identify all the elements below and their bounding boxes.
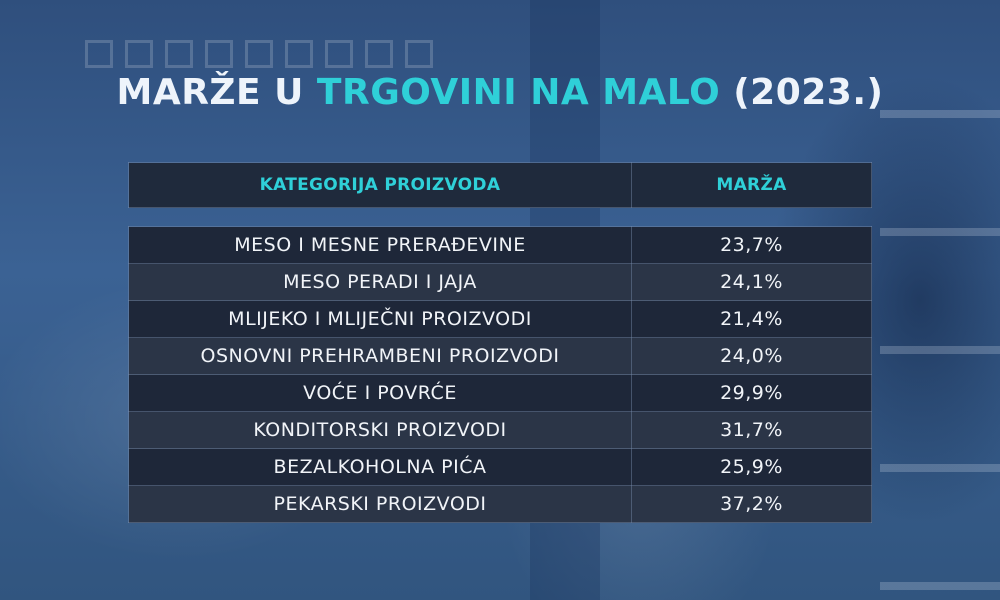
category-cell: MLIJEKO I MLIJEČNI PROIZVODI <box>127 300 633 338</box>
title-part1: MARŽE U <box>116 72 317 113</box>
category-cell: BEZALKOHOLNA PIĆA <box>127 448 633 486</box>
table-row: PEKARSKI PROIZVODI 37,2% <box>127 485 872 523</box>
title-accent: TRGOVINI NA MALO <box>316 72 721 113</box>
margin-cell: 31,7% <box>631 411 872 449</box>
margin-cell: 24,1% <box>631 263 872 301</box>
table-row: BEZALKOHOLNA PIĆA 25,9% <box>127 448 872 486</box>
table-row: MESO I MESNE PRERAĐEVINE 23,7% <box>127 226 872 264</box>
table-row: MESO PERADI I JAJA 24,1% <box>127 263 872 301</box>
category-cell: MESO I MESNE PRERAĐEVINE <box>127 226 633 264</box>
table-row: KONDITORSKI PROIZVODI 31,7% <box>127 411 872 449</box>
background-squares <box>85 40 433 68</box>
page-title: MARŽE U TRGOVINI NA MALO (2023.) <box>0 72 1000 113</box>
table-row: MLIJEKO I MLIJEČNI PROIZVODI 21,4% <box>127 300 872 338</box>
margin-cell: 21,4% <box>631 300 872 338</box>
category-cell: PEKARSKI PROIZVODI <box>127 485 633 523</box>
margin-cell: 29,9% <box>631 374 872 412</box>
category-cell: VOĆE I POVRĆE <box>127 374 633 412</box>
margin-cell: 25,9% <box>631 448 872 486</box>
title-part2: (2023.) <box>720 72 884 113</box>
category-cell: MESO PERADI I JAJA <box>127 263 633 301</box>
header-category: KATEGORIJA PROIZVODA <box>128 162 632 208</box>
margin-cell: 24,0% <box>631 337 872 375</box>
category-cell: KONDITORSKI PROIZVODI <box>127 411 633 449</box>
category-cell: OSNOVNI PREHRAMBENI PROIZVODI <box>127 337 633 375</box>
margin-cell: 37,2% <box>631 485 872 523</box>
header-margin: MARŽA <box>630 162 873 208</box>
table-header: KATEGORIJA PROIZVODA MARŽA <box>128 162 873 208</box>
margin-table: MESO I MESNE PRERAĐEVINE 23,7% MESO PERADI… <box>127 226 872 523</box>
table-row: VOĆE I POVRĆE 29,9% <box>127 374 872 412</box>
background-shelf <box>880 0 1000 600</box>
table-row: OSNOVNI PREHRAMBENI PROIZVODI 24,0% <box>127 337 872 375</box>
margin-cell: 23,7% <box>631 226 872 264</box>
